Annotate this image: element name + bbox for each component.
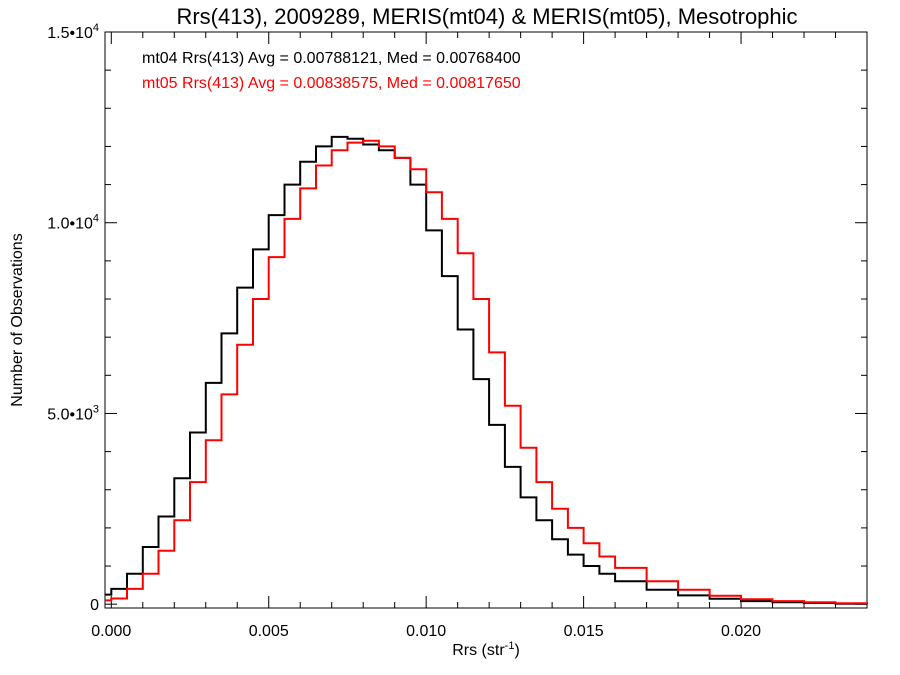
- chart-title: Rrs(413), 2009289, MERIS(mt04) & MERIS(m…: [176, 4, 797, 29]
- y-tick-label: 0: [90, 597, 99, 614]
- x-tick-label: 0.010: [406, 623, 446, 640]
- x-tick-label: 0.015: [564, 623, 604, 640]
- x-tick-label: 0.005: [249, 623, 289, 640]
- y-tick-label: 5.0•103: [47, 403, 99, 423]
- y-axis-ticks: 0 5.0•103 1.0•104 1.5•104: [47, 22, 867, 614]
- legend: mt04 Rrs(413) Avg = 0.00788121, Med = 0.…: [142, 50, 521, 92]
- plot-frame: [104, 31, 868, 609]
- series-line-mt04: [105, 135, 868, 605]
- series-line-mt05: [105, 139, 868, 605]
- legend-entry-mt04: mt04 Rrs(413) Avg = 0.00788121, Med = 0.…: [142, 50, 521, 67]
- series-layer: [105, 135, 868, 605]
- y-axis-label: Number of Observations: [9, 233, 26, 406]
- y-tick-label: 1.5•104: [47, 22, 99, 42]
- legend-entry-mt05: mt05 Rrs(413) Avg = 0.00838575, Med = 0.…: [142, 75, 521, 92]
- y-tick-label: 1.0•104: [47, 213, 99, 233]
- x-axis-ticks: 0.000 0.005 0.010 0.015 0.020: [91, 32, 868, 640]
- x-tick-label: 0.000: [91, 623, 131, 640]
- x-tick-label: 0.020: [721, 623, 761, 640]
- x-axis-label: Rrs (str-1): [452, 640, 520, 659]
